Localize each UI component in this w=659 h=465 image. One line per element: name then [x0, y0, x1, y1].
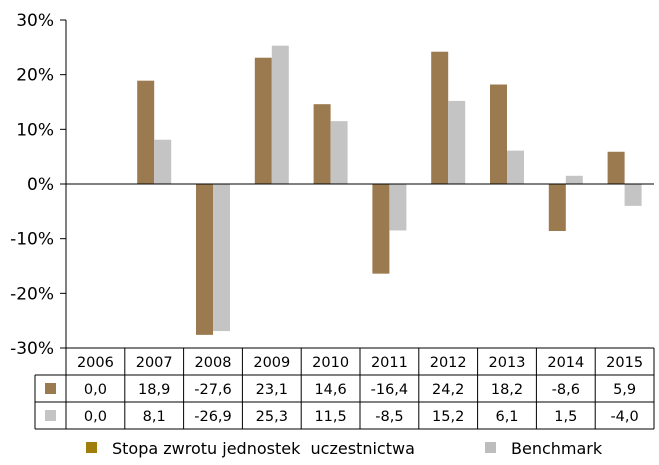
- x-tick-label: 2010: [312, 355, 349, 371]
- bar-series-2: [448, 100, 466, 184]
- y-tick-label: -10%: [10, 230, 54, 250]
- bar-series-1: [313, 104, 331, 184]
- data-label-series-2: 11,5: [314, 409, 346, 425]
- y-tick-label: -30%: [10, 339, 54, 359]
- bar-series-1: [607, 151, 625, 184]
- data-label-series-1: 24,2: [432, 382, 464, 398]
- legend-label-series-2: Benchmark: [511, 439, 603, 458]
- data-label-series-1: 23,1: [256, 382, 288, 398]
- legend: Stopa zwrotu jednostek uczestnictwa Benc…: [86, 439, 603, 458]
- data-label-series-1: -16,4: [371, 382, 409, 398]
- bar-series-1: [254, 57, 272, 184]
- x-tick-label: 2014: [547, 355, 584, 371]
- x-tick-label: 2008: [195, 355, 232, 371]
- bar-series-2: [213, 184, 230, 332]
- bar-series-1: [137, 80, 155, 184]
- y-tick-label: 30%: [16, 11, 54, 31]
- bar-series-1: [196, 184, 213, 335]
- data-table: 2006 2007 2008 2009 2010 2011 2012 2013 2014 2015…: [34, 347, 655, 430]
- data-label-series-1: 18,9: [138, 382, 170, 398]
- x-tick-label: 2009: [253, 355, 290, 371]
- y-tick-label: 0%: [27, 175, 54, 195]
- x-tick-label: 2006: [77, 355, 114, 371]
- data-label-series-2: -26,9: [194, 409, 232, 425]
- x-tick-label: 2015: [606, 355, 643, 371]
- data-label-series-2: 1,5: [554, 409, 577, 425]
- data-label-series-1: 0,0: [84, 382, 107, 398]
- y-tick-label: 20%: [16, 66, 54, 86]
- data-label-series-2: 0,0: [84, 409, 107, 425]
- bar-series-2: [330, 121, 348, 184]
- data-label-series-1: 14,6: [314, 382, 346, 398]
- y-axis: 30% 20% 10% 0% -10% -20% -30%: [10, 11, 67, 359]
- y-tick-label: 10%: [16, 120, 54, 140]
- data-label-series-2: 15,2: [432, 409, 464, 425]
- x-tick-label: 2007: [136, 355, 173, 371]
- bar-series-2: [507, 150, 524, 184]
- bar-series-1: [548, 184, 566, 232]
- bar-series-2: [624, 184, 642, 206]
- data-label-series-1: -8,6: [552, 382, 580, 398]
- bar-series-2: [389, 184, 407, 231]
- bar-series-2: [154, 139, 172, 184]
- data-label-series-2: 6,1: [495, 409, 518, 425]
- bars: [66, 45, 654, 335]
- bar-series-2: [565, 175, 583, 184]
- legend-swatch-series-2: [485, 442, 496, 453]
- data-label-series-2: 25,3: [256, 409, 288, 425]
- data-label-series-2: -4,0: [610, 409, 638, 425]
- table-legend-key-series-2: [45, 410, 56, 421]
- data-label-series-1: 5,9: [613, 382, 636, 398]
- x-tick-label: 2011: [371, 355, 408, 371]
- data-label-series-2: -8,5: [375, 409, 403, 425]
- bar-series-1: [490, 84, 507, 184]
- legend-label-series-1: Stopa zwrotu jednostek uczestnictwa: [112, 439, 415, 458]
- bar-series-1: [372, 184, 390, 274]
- x-tick-label: 2012: [430, 355, 467, 371]
- legend-swatch-series-1: [86, 442, 97, 453]
- bar-series-1: [431, 51, 449, 185]
- data-label-series-1: -27,6: [194, 382, 232, 398]
- data-label-series-1: 18,2: [491, 382, 523, 398]
- table-legend-key-series-1: [45, 383, 56, 394]
- y-tick-label: -20%: [10, 284, 54, 304]
- x-tick-label: 2013: [489, 355, 526, 371]
- bar-series-2: [271, 45, 289, 184]
- data-label-series-2: 8,1: [143, 409, 166, 425]
